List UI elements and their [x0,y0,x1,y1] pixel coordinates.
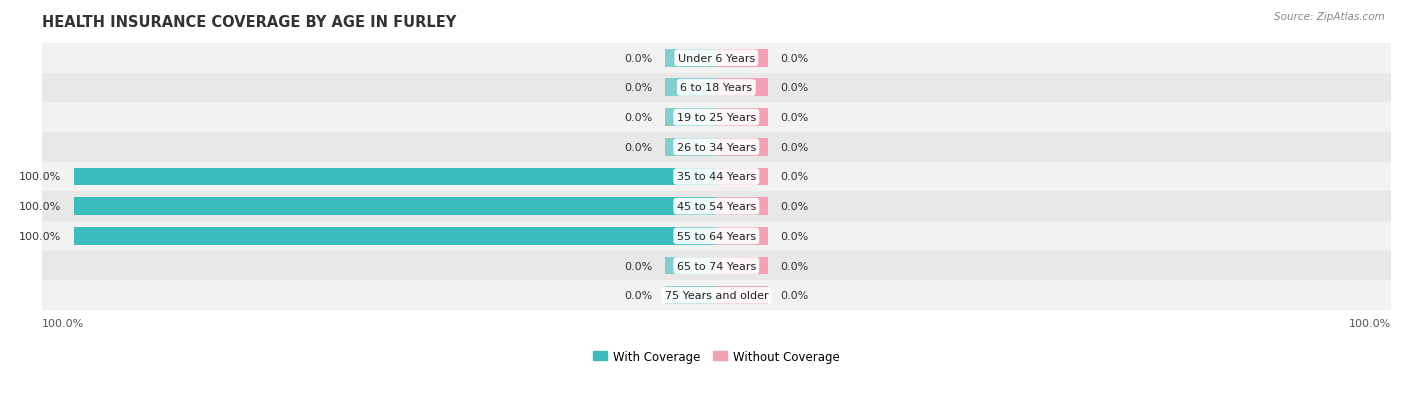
Text: 55 to 64 Years: 55 to 64 Years [676,231,756,241]
Bar [73,198,716,216]
Text: Under 6 Years: Under 6 Years [678,54,755,64]
Text: Source: ZipAtlas.com: Source: ZipAtlas.com [1274,12,1385,22]
Legend: With Coverage, Without Coverage: With Coverage, Without Coverage [589,345,844,368]
Text: 0.0%: 0.0% [624,83,652,93]
Bar [42,281,1391,310]
Bar [73,168,716,186]
Text: 0.0%: 0.0% [780,172,808,182]
Text: 0.0%: 0.0% [780,142,808,152]
Bar [42,192,1391,221]
Bar [42,74,1391,103]
Text: 0.0%: 0.0% [624,113,652,123]
Text: 100.0%: 100.0% [18,202,60,211]
Bar [716,168,768,186]
Text: 0.0%: 0.0% [780,202,808,211]
Text: 0.0%: 0.0% [780,291,808,301]
Text: 26 to 34 Years: 26 to 34 Years [676,142,756,152]
Text: 100.0%: 100.0% [42,318,84,328]
Text: 0.0%: 0.0% [624,261,652,271]
Text: 65 to 74 Years: 65 to 74 Years [676,261,756,271]
Text: 0.0%: 0.0% [624,291,652,301]
Text: 0.0%: 0.0% [780,113,808,123]
Bar [665,79,716,97]
Text: 100.0%: 100.0% [1348,318,1391,328]
Text: 0.0%: 0.0% [624,54,652,64]
Text: 0.0%: 0.0% [780,54,808,64]
Text: 35 to 44 Years: 35 to 44 Years [676,172,756,182]
Bar [665,257,716,275]
Bar [665,287,716,304]
Bar [42,103,1391,133]
Bar [716,198,768,216]
Bar [42,44,1391,74]
Text: 6 to 18 Years: 6 to 18 Years [681,83,752,93]
Bar [665,109,716,127]
Text: HEALTH INSURANCE COVERAGE BY AGE IN FURLEY: HEALTH INSURANCE COVERAGE BY AGE IN FURL… [42,15,456,30]
Bar [665,138,716,156]
Bar [716,50,768,67]
Text: 19 to 25 Years: 19 to 25 Years [676,113,756,123]
Bar [716,257,768,275]
Bar [73,228,716,245]
Bar [716,138,768,156]
Bar [716,79,768,97]
Text: 0.0%: 0.0% [780,261,808,271]
Bar [42,162,1391,192]
Bar [716,287,768,304]
Bar [716,109,768,127]
Text: 75 Years and older: 75 Years and older [665,291,768,301]
Text: 0.0%: 0.0% [624,142,652,152]
Bar [716,228,768,245]
Text: 0.0%: 0.0% [780,231,808,241]
Text: 100.0%: 100.0% [18,172,60,182]
Bar [42,133,1391,162]
Bar [665,50,716,67]
Text: 0.0%: 0.0% [780,83,808,93]
Bar [42,221,1391,251]
Text: 100.0%: 100.0% [18,231,60,241]
Text: 45 to 54 Years: 45 to 54 Years [676,202,756,211]
Bar [42,251,1391,281]
